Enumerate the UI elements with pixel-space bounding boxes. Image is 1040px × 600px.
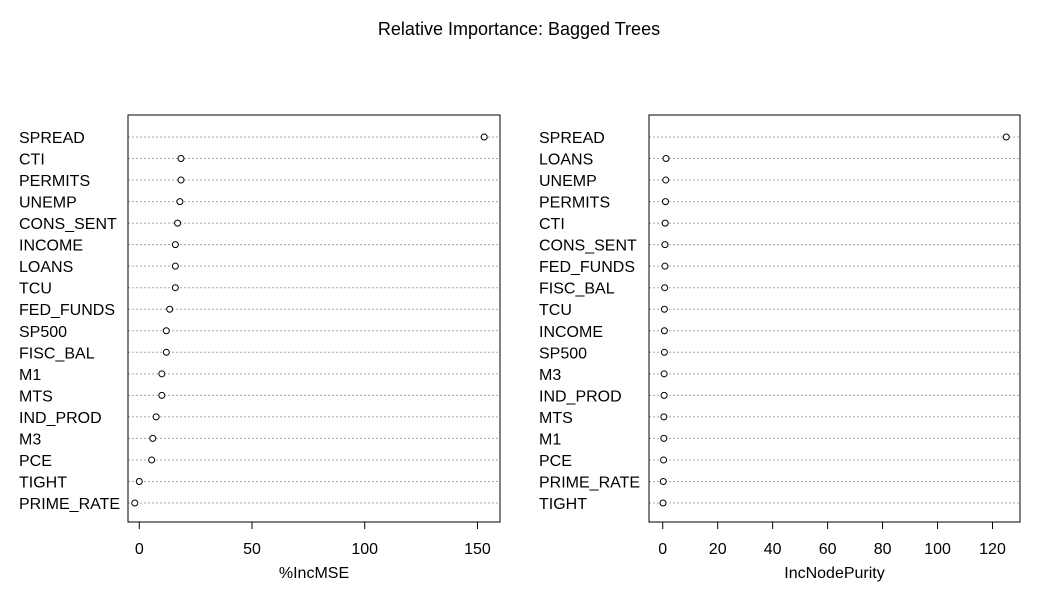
panel-incmse: SPREAD CTI PERMITS UNEMP CONS_SENT INCOME LOAN… xyxy=(19,114,501,582)
data-point xyxy=(660,348,668,356)
category-label: PRIME_RATE xyxy=(539,474,640,491)
data-point xyxy=(661,241,669,249)
data-point xyxy=(162,348,170,356)
x-tick-label: 120 xyxy=(979,541,1006,558)
category-label: SP500 xyxy=(539,345,587,362)
category-label: INCOME xyxy=(19,238,83,255)
data-point xyxy=(660,391,668,399)
data-point xyxy=(162,327,170,335)
category-label: TCU xyxy=(19,281,52,298)
category-label: IND_PROD xyxy=(539,388,622,405)
category-label: CTI xyxy=(539,216,565,233)
category-label: SPREAD xyxy=(19,130,85,147)
plot-frame xyxy=(127,114,501,523)
category-label: CONS_SENT xyxy=(539,238,637,255)
x-axis-label: IncNodePurity xyxy=(784,565,885,582)
x-tick-label: 20 xyxy=(709,541,727,558)
plot-frame xyxy=(648,114,1021,523)
category-label: LOANS xyxy=(539,152,593,169)
category-label: TIGHT xyxy=(539,496,587,513)
data-point xyxy=(131,499,139,507)
category-label: CTI xyxy=(19,152,45,169)
data-point xyxy=(176,198,184,206)
category-label: FISC_BAL xyxy=(539,281,615,298)
data-point xyxy=(660,327,668,335)
data-point xyxy=(661,284,669,292)
data-point xyxy=(149,434,157,442)
data-point xyxy=(662,155,670,163)
x-tick-label: 40 xyxy=(764,541,782,558)
chart-title: Relative Importance: Bagged Trees xyxy=(378,19,660,39)
data-point xyxy=(661,219,669,227)
x-tick-label: 150 xyxy=(464,541,491,558)
category-label: PCE xyxy=(539,453,572,470)
data-point xyxy=(659,477,667,485)
panel-incnodepurity: SPREAD LOANS UNEMP PERMITS CTI CONS_SENT FED_F… xyxy=(539,114,1021,582)
category-label: FED_FUNDS xyxy=(19,302,115,319)
category-label: INCOME xyxy=(539,324,603,341)
category-label: MTS xyxy=(19,388,53,405)
x-tick-label: 50 xyxy=(243,541,261,558)
category-label: FED_FUNDS xyxy=(539,259,635,276)
data-point xyxy=(148,456,156,464)
category-label: IND_PROD xyxy=(19,410,102,427)
x-tick-label: 80 xyxy=(874,541,892,558)
data-point xyxy=(171,262,179,270)
data-point xyxy=(152,413,160,421)
data-point xyxy=(166,305,174,313)
data-point xyxy=(135,477,143,485)
data-point xyxy=(660,456,668,464)
category-label: TCU xyxy=(539,302,572,319)
x-axis-label: %IncMSE xyxy=(279,565,349,582)
category-label: PERMITS xyxy=(539,195,610,212)
category-label: SPREAD xyxy=(539,130,605,147)
x-tick-label: 100 xyxy=(924,541,951,558)
category-label: M1 xyxy=(19,367,41,384)
category-label: TIGHT xyxy=(19,474,67,491)
category-label: SP500 xyxy=(19,324,67,341)
data-point xyxy=(662,176,670,184)
category-label: PERMITS xyxy=(19,173,90,190)
x-tick-label: 0 xyxy=(135,541,144,558)
data-point xyxy=(177,155,185,163)
data-point xyxy=(660,434,668,442)
category-label: CONS_SENT xyxy=(19,216,117,233)
x-tick-label: 60 xyxy=(819,541,837,558)
category-label: FISC_BAL xyxy=(19,345,95,362)
data-point xyxy=(660,413,668,421)
category-label: PRIME_RATE xyxy=(19,496,120,513)
data-point xyxy=(171,284,179,292)
data-point xyxy=(660,305,668,313)
data-point xyxy=(158,370,166,378)
category-label: UNEMP xyxy=(19,195,77,212)
data-point xyxy=(480,133,488,141)
data-point xyxy=(661,198,669,206)
category-label: M3 xyxy=(539,367,561,384)
category-label: M1 xyxy=(539,431,561,448)
data-point xyxy=(177,176,185,184)
data-point xyxy=(171,241,179,249)
data-point xyxy=(158,391,166,399)
category-label: UNEMP xyxy=(539,173,597,190)
data-point xyxy=(659,499,667,507)
x-tick-label: 0 xyxy=(658,541,667,558)
data-point xyxy=(660,370,668,378)
data-point xyxy=(1002,133,1010,141)
category-label: PCE xyxy=(19,453,52,470)
data-point xyxy=(174,219,182,227)
x-tick-label: 100 xyxy=(351,541,378,558)
category-label: MTS xyxy=(539,410,573,427)
category-label: M3 xyxy=(19,431,41,448)
data-point xyxy=(661,262,669,270)
category-label: LOANS xyxy=(19,259,73,276)
